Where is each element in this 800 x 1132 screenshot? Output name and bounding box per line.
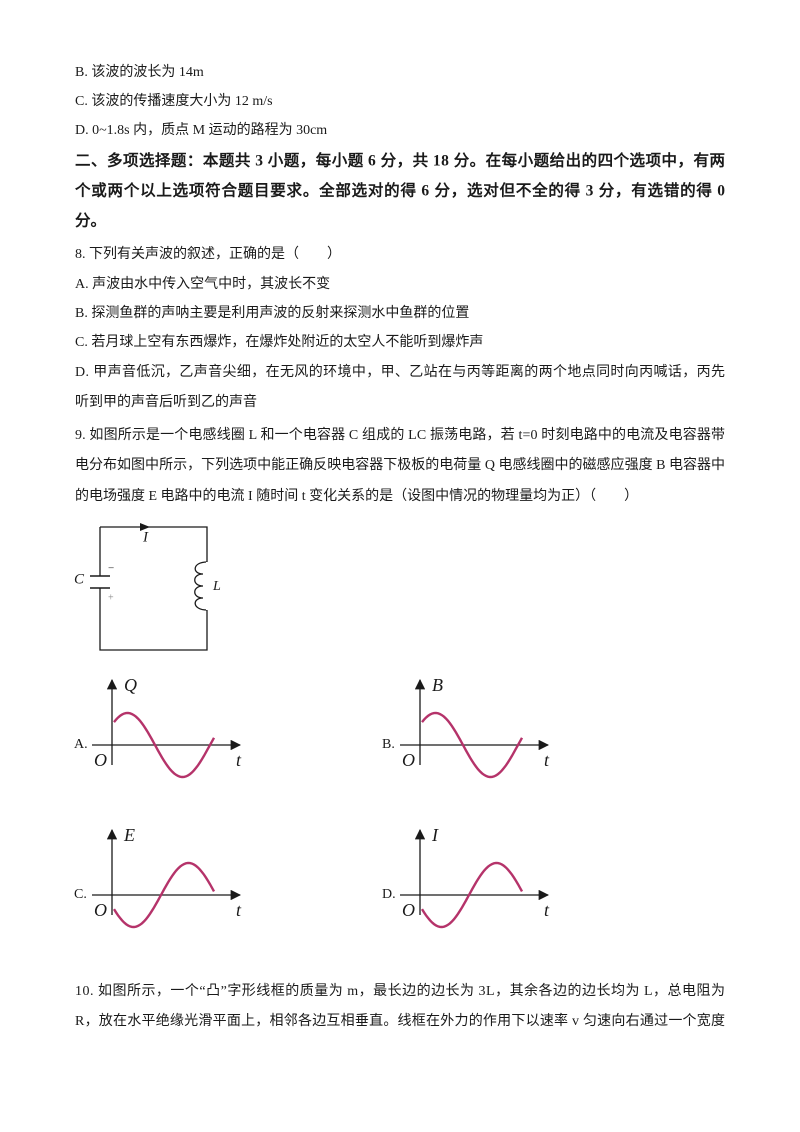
text-line: 的电场强度 E 电路中的电流 I 随时间 t 变化关系的是（设图中情况的物理量均… bbox=[75, 488, 638, 504]
text-line: 9. 如图所示是一个电感线圈 L 和一个电容器 C 组成的 LC 振荡电路，若 … bbox=[75, 426, 725, 443]
current-arrow bbox=[140, 523, 150, 531]
text-line: C. 该波的传播速度大小为 12 m/s bbox=[75, 93, 273, 109]
circuit bbox=[90, 523, 208, 651]
text-line: B. 该波的波长为 14m bbox=[75, 64, 204, 80]
axis-label: O bbox=[402, 750, 415, 770]
circuit-label: + bbox=[108, 592, 114, 603]
circuit-label: L bbox=[212, 579, 221, 594]
axis-label: t bbox=[544, 900, 550, 920]
text-line: A. 声波由水中传入空气中时，其波长不变 bbox=[75, 276, 330, 292]
option-letter: C. bbox=[74, 887, 87, 902]
text-line: C. 若月球上空有东西爆炸，在爆炸处附近的太空人不能听到爆炸声 bbox=[75, 334, 483, 350]
axis-label: O bbox=[402, 900, 415, 920]
wave-curve bbox=[113, 711, 216, 779]
axis-label: B bbox=[432, 675, 443, 695]
text-line: D. 0~1.8s 内，质点 M 运动的路程为 30cm bbox=[75, 122, 327, 138]
text-line: 听到甲的声音后听到乙的声音 bbox=[75, 393, 257, 410]
circuit-label: I bbox=[142, 529, 149, 545]
axis-label: t bbox=[236, 750, 242, 770]
text-line: 二、多项选择题：本题共 3 小题，每小题 6 分，共 18 分。在每小题给出的四… bbox=[75, 151, 725, 170]
option-letter: B. bbox=[382, 737, 395, 752]
wave-curve bbox=[420, 861, 524, 929]
axis-label: O bbox=[94, 750, 107, 770]
circuit-label: C bbox=[74, 571, 85, 587]
circuit-label: − bbox=[108, 563, 114, 575]
text-line: 电分布如图中所示，下列选项中能正确反映电容器下极板的电荷量 Q 电感线圈中的磁感… bbox=[75, 456, 725, 473]
axis-label: I bbox=[431, 825, 439, 845]
option-letter: A. bbox=[74, 737, 88, 752]
axis-label: t bbox=[544, 750, 550, 770]
text-line: B. 探测鱼群的声呐主要是利用声波的反射来探测水中鱼群的位置 bbox=[75, 304, 469, 321]
axis-label: O bbox=[94, 900, 107, 920]
text-line: R，放在水平绝缘光滑平面上，相邻各边互相垂直。线框在外力的作用下以速率 v 匀速… bbox=[75, 1012, 725, 1029]
text-line: D. 甲声音低沉，乙声音尖细，在无风的环境中，甲、乙站在与丙等距离的两个地点同时… bbox=[75, 363, 725, 380]
inductor-coil bbox=[194, 561, 208, 611]
option-letter: D. bbox=[382, 887, 396, 902]
text-line: 个或两个以上选项符合题目要求。全部选对的得 6 分，选对但不全的得 3 分，有选… bbox=[74, 181, 725, 200]
axis-label: Q bbox=[124, 675, 137, 695]
text-line: 分。 bbox=[75, 212, 106, 230]
wave-curve bbox=[421, 711, 524, 779]
text-line: 8. 下列有关声波的叙述，正确的是（ ） bbox=[75, 245, 341, 262]
text-line: 10. 如图所示，一个“凸”字形线框的质量为 m，最长边的边长为 3L，其余各边… bbox=[75, 982, 725, 999]
wave-curve bbox=[112, 861, 216, 929]
axis-label: t bbox=[236, 900, 242, 920]
axis-label: E bbox=[123, 825, 135, 845]
circuit-wire bbox=[99, 526, 208, 651]
